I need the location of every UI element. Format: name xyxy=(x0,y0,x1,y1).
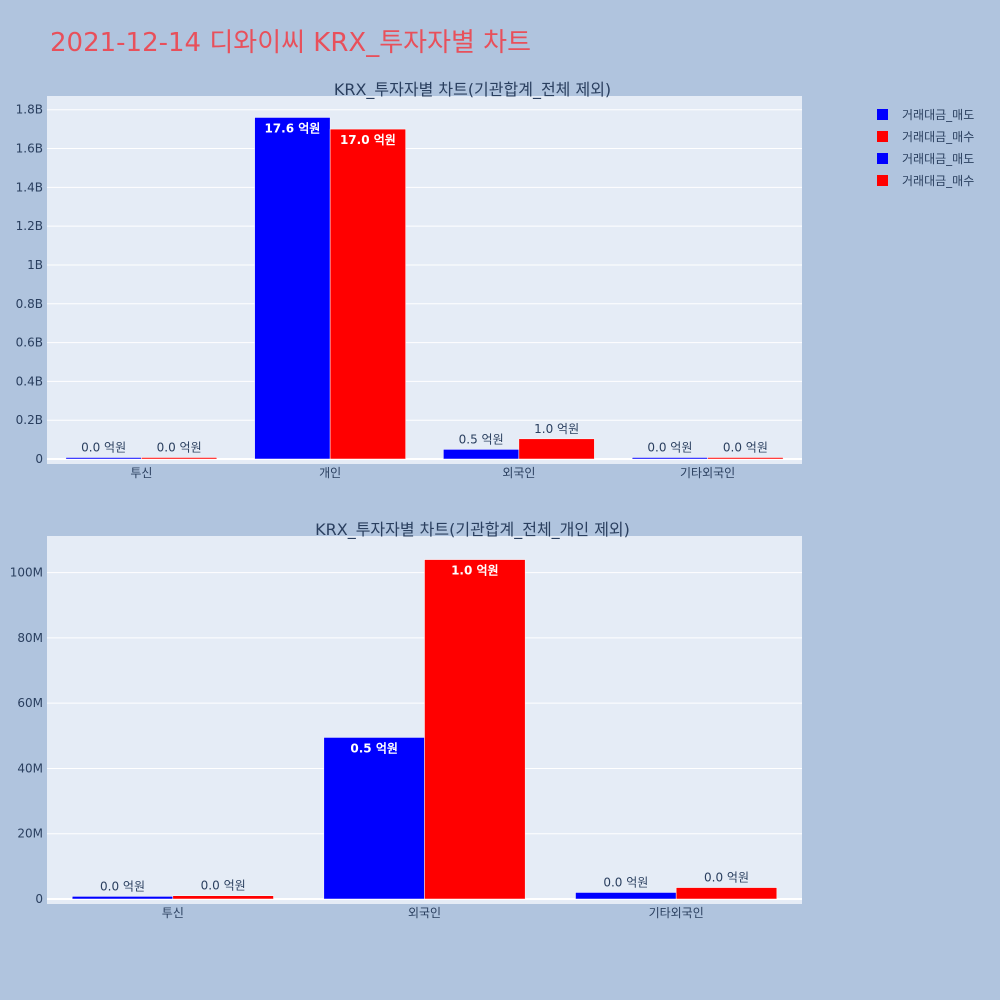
data-label: 0.0 억원 xyxy=(723,441,768,455)
bar-buy xyxy=(707,457,784,460)
bar-sell xyxy=(65,457,142,460)
y-tick-label: 0.6B xyxy=(16,336,43,350)
data-label: 0.0 억원 xyxy=(647,441,692,455)
data-label: 0.0 억원 xyxy=(81,441,126,455)
y-tick-label: 60M xyxy=(17,696,43,710)
legend-swatch xyxy=(877,109,888,120)
legend-entry: 거래대금_매도 xyxy=(902,108,974,122)
legend-entry: 거래대금_매수 xyxy=(902,174,974,188)
chart-panel-2: 0 20M 40M 60M 80M 100M KRX_투자자별 차트(기관합계_전체_개인 … xyxy=(10,520,802,920)
bar-buy xyxy=(675,887,778,900)
data-label: 0.5 억원 xyxy=(459,432,504,446)
chart-title: KRX_투자자별 차트(기관합계_전체_개인 제외) xyxy=(315,520,630,540)
bar-buy xyxy=(172,895,274,900)
bar-buy xyxy=(424,559,526,900)
data-label: 0.0 억원 xyxy=(704,871,749,885)
legend-swatch xyxy=(877,131,888,142)
y-tick-label: 1.8B xyxy=(16,103,43,117)
y-tick-label: 0.8B xyxy=(16,297,43,311)
data-label: 17.0 억원 xyxy=(340,133,396,147)
legend-swatch xyxy=(877,175,888,186)
y-tick-label: 1.6B xyxy=(16,142,43,156)
y-tick-label: 100M xyxy=(10,566,43,580)
bar-sell xyxy=(71,896,174,900)
bar-sell xyxy=(575,892,677,900)
bar-buy xyxy=(518,438,595,460)
y-tick-label: 0 xyxy=(35,452,43,466)
y-tick-label: 40M xyxy=(17,761,43,775)
bar-sell xyxy=(443,449,520,460)
data-label: 0.0 억원 xyxy=(603,875,648,889)
bar-sell xyxy=(323,737,425,900)
bar-buy xyxy=(141,457,218,460)
y-tick-label: 0 xyxy=(35,892,43,906)
data-label: 0.0 억원 xyxy=(100,879,145,893)
x-tick-label: 기타외국인 xyxy=(649,906,704,920)
x-tick-label: 투신 xyxy=(162,906,184,920)
data-label: 0.0 억원 xyxy=(201,879,246,893)
y-tick-label: 0.4B xyxy=(16,374,43,388)
legend-entry: 거래대금_매도 xyxy=(902,152,974,166)
plot-area xyxy=(47,96,802,464)
y-tick-label: 1.4B xyxy=(16,180,43,194)
bar-sell xyxy=(631,457,708,460)
bar-sell xyxy=(254,117,331,460)
y-tick-label: 1B xyxy=(27,258,43,272)
chart-title: KRX_투자자별 차트(기관합계_전체 제외) xyxy=(334,80,611,100)
x-tick-label: 외국인 xyxy=(408,906,441,920)
x-tick-label: 외국인 xyxy=(502,466,535,480)
y-tick-label: 1.2B xyxy=(16,219,43,233)
x-tick-label: 투신 xyxy=(130,466,152,480)
page-title: 2021-12-14 디와이씨 KRX_투자자별 차트 xyxy=(50,28,532,58)
chart-panel-1: 0 0.2B 0.4B 0.6B 0.8B 1B 1.2B 1.4B 1.6B 1.8B KRX_투… xyxy=(16,80,802,480)
data-label: 1.0 억원 xyxy=(451,564,499,578)
y-tick-label: 0.2B xyxy=(16,413,43,427)
x-tick-label: 개인 xyxy=(319,466,341,480)
legend-swatch xyxy=(877,153,888,164)
y-tick-label: 20M xyxy=(17,827,43,841)
data-label: 17.6 억원 xyxy=(264,121,320,135)
data-label: 0.0 억원 xyxy=(157,441,202,455)
y-tick-label: 80M xyxy=(17,631,43,645)
x-tick-label: 기타외국인 xyxy=(680,466,735,480)
data-label: 1.0 억원 xyxy=(534,422,579,436)
data-label: 0.5 억원 xyxy=(350,741,398,755)
bar-buy xyxy=(329,128,406,460)
legend-entry: 거래대금_매수 xyxy=(902,130,974,144)
